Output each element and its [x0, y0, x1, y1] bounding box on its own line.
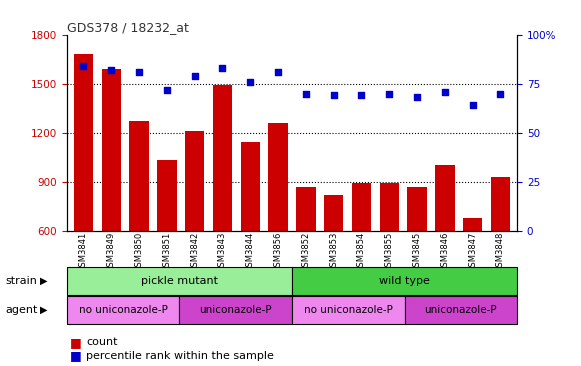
Text: no uniconazole-P: no uniconazole-P: [78, 305, 167, 315]
Bar: [74, 54, 93, 231]
Bar: [130, 121, 149, 231]
Bar: [67, 267, 292, 295]
Bar: [324, 195, 343, 231]
Bar: [292, 296, 404, 324]
Text: wild type: wild type: [379, 276, 430, 286]
Point: [79, 63, 88, 69]
Text: no uniconazole-P: no uniconazole-P: [304, 305, 393, 315]
Bar: [296, 187, 315, 231]
Text: GDS378 / 18232_at: GDS378 / 18232_at: [67, 20, 189, 34]
Text: agent: agent: [6, 305, 38, 315]
Point: [385, 90, 394, 96]
Bar: [435, 165, 454, 231]
Bar: [463, 217, 482, 231]
Point: [274, 69, 283, 75]
Text: pickle mutant: pickle mutant: [141, 276, 218, 286]
Point: [218, 65, 227, 71]
Bar: [407, 187, 427, 231]
Bar: [157, 160, 177, 231]
Point: [107, 67, 116, 73]
Bar: [292, 267, 517, 295]
Point: [357, 93, 366, 98]
Text: ▶: ▶: [40, 276, 47, 286]
Bar: [180, 296, 292, 324]
Text: count: count: [86, 337, 117, 347]
Text: ■: ■: [70, 336, 81, 349]
Bar: [491, 177, 510, 231]
Point: [440, 89, 450, 94]
Bar: [268, 123, 288, 231]
Text: ■: ■: [70, 349, 81, 362]
Bar: [185, 131, 205, 231]
Text: percentile rank within the sample: percentile rank within the sample: [86, 351, 274, 361]
Bar: [67, 296, 180, 324]
Point: [468, 102, 477, 108]
Bar: [352, 183, 371, 231]
Text: ▶: ▶: [40, 305, 47, 315]
Bar: [213, 85, 232, 231]
Point: [162, 87, 171, 93]
Bar: [404, 296, 517, 324]
Bar: [241, 142, 260, 231]
Text: strain: strain: [6, 276, 38, 286]
Point: [413, 94, 422, 100]
Text: uniconazole-P: uniconazole-P: [199, 305, 272, 315]
Point: [246, 79, 255, 85]
Point: [134, 69, 144, 75]
Bar: [379, 183, 399, 231]
Text: uniconazole-P: uniconazole-P: [425, 305, 497, 315]
Point: [329, 93, 338, 98]
Point: [496, 90, 505, 96]
Point: [301, 90, 310, 96]
Point: [190, 73, 199, 79]
Bar: [102, 69, 121, 231]
